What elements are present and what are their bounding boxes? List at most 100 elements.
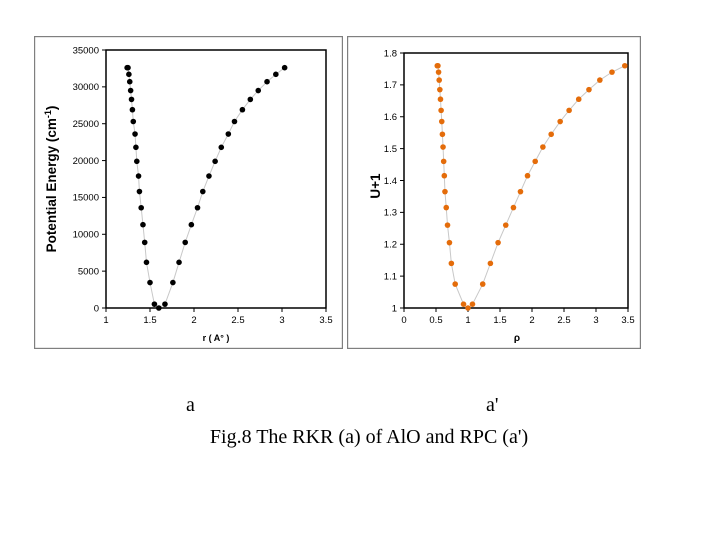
chart-1-data-point: [609, 69, 615, 75]
chart-1-y-tick-label: 1.5: [384, 144, 397, 155]
chart-1-y-tick-label: 1.3: [384, 208, 397, 219]
chart-0-x-tick-label: 1.5: [143, 315, 156, 326]
chart-1-y-axis-label: U+1: [368, 173, 383, 199]
chart-1-x-tick-label: 1.5: [493, 315, 506, 326]
chart-0-y-tick-label: 15000: [73, 193, 99, 204]
chart-0-data-point: [281, 64, 288, 71]
chart-1-data-point: [437, 96, 444, 103]
chart-1-outer-frame: [347, 36, 641, 349]
subfigure-label-a-prime: a': [486, 394, 499, 416]
chart-1-data-point: [438, 107, 444, 114]
chart-0-data-point: [140, 221, 146, 228]
chart-0-y-tick-label: 10000: [73, 230, 99, 241]
chart-0-data-point: [134, 158, 140, 165]
chart-0-data-point: [212, 158, 218, 165]
chart-1-data-point: [437, 86, 443, 93]
chart-0-data-point: [130, 118, 137, 125]
chart-0-data-point: [124, 64, 130, 71]
chart-0-y-tick-label: 0: [94, 303, 99, 314]
chart-0-y-axis-label-main: Potential Energy (cm: [44, 118, 59, 252]
chart-1-x-axis-label: ρ: [514, 333, 520, 344]
chart-0-data-point: [239, 106, 246, 113]
chart-0-y-tick-label: 5000: [78, 266, 99, 277]
chart-1-curve-line: [437, 65, 626, 309]
chart-1-data-point: [440, 158, 447, 165]
chart-1-data-point: [448, 260, 455, 267]
chart-1-data-point: [479, 281, 486, 287]
chart-0-y-tick-label: 30000: [73, 82, 99, 93]
chart-1-y-tick-label: 1.2: [384, 240, 397, 251]
chart-0-data-point: [206, 173, 212, 179]
chart-1-data-point: [532, 158, 538, 165]
chart-0-data-point: [138, 204, 144, 211]
chart-1-data-point: [439, 131, 446, 138]
chart-1-y-tick-label: 1.7: [384, 80, 397, 91]
chart-0-data-point: [128, 96, 135, 103]
chart-1-data-point: [566, 107, 572, 114]
chart-0-data-point: [225, 131, 232, 137]
chart-1-data-point: [495, 239, 501, 246]
chart-panel-a: 0 5000 10000 15000 20000 25000 30000 35000 1 1.5 2…: [34, 36, 343, 349]
chart-0-x-tick-label: 1: [103, 315, 108, 326]
chart-0-plot-area: [105, 49, 327, 309]
chart-0-data-point: [127, 87, 134, 94]
chart-1-data-point: [442, 188, 448, 195]
chart-1-data-point: [586, 86, 592, 93]
chart-0-y-axis-label: Potential Energy (cm-1): [43, 106, 59, 253]
chart-0-y-tick-label: 35000: [73, 45, 99, 56]
chart-0-data-point: [218, 144, 225, 151]
chart-1-x-tick-label: 2: [529, 315, 534, 326]
chart-0-x-tick-label: 3.5: [319, 315, 332, 326]
chart-1-x-tick-label: 2.5: [557, 315, 570, 326]
chart-1-x-tick-label: 3.5: [621, 315, 634, 326]
chart-0-data-point: [126, 78, 133, 85]
chart-0-data-point: [143, 259, 150, 266]
chart-1-x-tick-label: 0: [401, 315, 406, 326]
chart-panel-b: 1 1.1 1.2 1.3 1.4 1.5 1.6 1.7 1.8 0 0.5 1 1.5 2 2.5 3 3.…: [347, 36, 641, 349]
chart-0-data-point: [132, 131, 138, 137]
chart-0-x-axis-label: r ( A° ): [203, 333, 230, 343]
chart-0-data-point: [147, 279, 153, 286]
chart-0-y-tick-label: 20000: [73, 156, 99, 167]
chart-1-data-point: [548, 131, 554, 138]
chart-1-data-point: [622, 62, 628, 69]
chart-1-x-tick-label: 3: [593, 315, 598, 326]
chart-1-y-tick-label: 1: [392, 303, 397, 314]
chart-0-data-point: [135, 173, 142, 179]
chart-0-data-point: [126, 71, 132, 78]
chart-1-data-point: [443, 204, 450, 211]
chart-0-data-point: [264, 78, 270, 85]
chart-1-data-point: [460, 301, 467, 307]
chart-0-data-point: [162, 301, 168, 307]
chart-1-data-point: [502, 222, 509, 228]
chart-1-data-point: [575, 96, 582, 103]
chart-0-y-axis-label-sup: -1: [43, 110, 53, 118]
chart-0-data-point: [182, 239, 188, 246]
chart-1-y-tick-label: 1.8: [384, 48, 397, 59]
chart-0-data-point: [194, 204, 201, 211]
chart-0-x-tick-label: 3: [279, 315, 284, 326]
chart-0-data-point: [156, 305, 162, 311]
chart-1-data-point: [452, 281, 458, 287]
subfigure-label-a: a: [186, 394, 195, 416]
chart-b-svg: 1 1.1 1.2 1.3 1.4 1.5 1.6 1.7 1.8 0 0.5 1 1.5 2 2.5 3 3.…: [347, 36, 641, 349]
chart-1-y-tick-label: 1.6: [384, 112, 397, 123]
chart-1-data-point: [435, 69, 442, 75]
chart-1-data-point: [444, 222, 451, 228]
chart-1-data-point: [487, 260, 494, 267]
chart-1-data-point: [469, 301, 476, 307]
chart-0-y-axis-label-tail: ): [44, 106, 59, 111]
chart-1-y-tick-label: 1.1: [384, 271, 397, 282]
chart-1-data-point: [434, 62, 441, 69]
chart-1-data-point: [436, 77, 442, 83]
chart-0-data-point: [151, 301, 158, 307]
chart-1-data-point: [446, 239, 453, 246]
chart-0-x-tick-label: 2: [191, 315, 196, 326]
chart-1-data-point: [465, 305, 471, 311]
chart-1-data-point: [510, 204, 517, 211]
chart-0-data-point: [188, 221, 195, 228]
chart-1-x-tick-label: 0.5: [429, 315, 442, 326]
chart-1-data-point: [440, 144, 446, 150]
chart-1-data-point: [524, 172, 531, 179]
chart-0-x-tick-label: 2.5: [231, 315, 244, 326]
